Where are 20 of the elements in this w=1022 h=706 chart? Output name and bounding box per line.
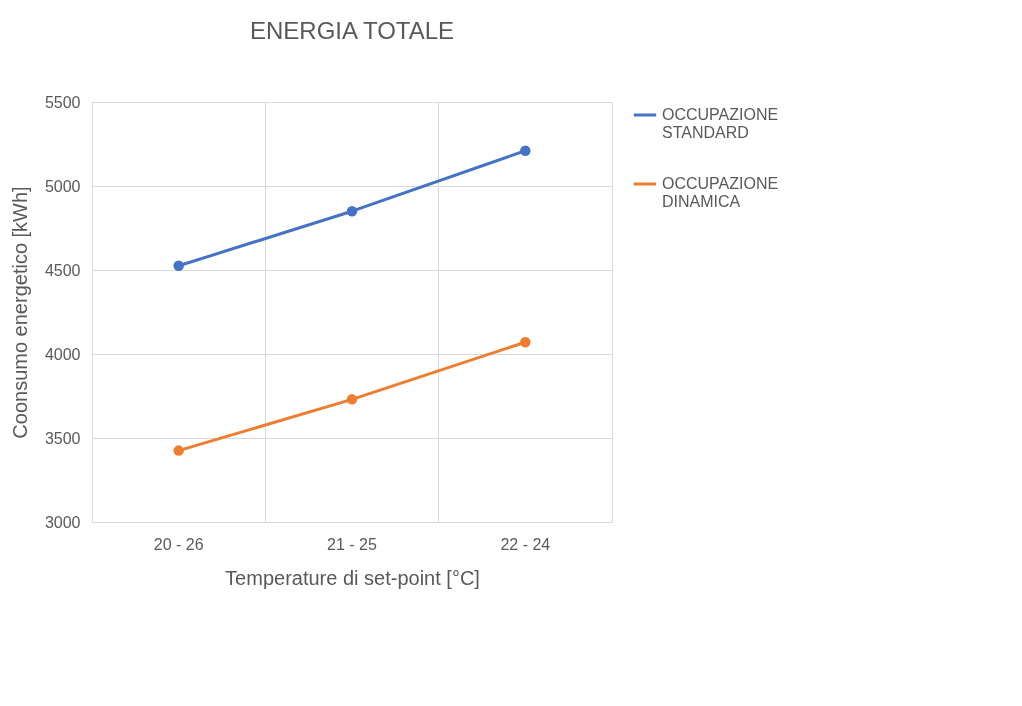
- legend-label: OCCUPAZIONE DINAMICA: [662, 175, 779, 210]
- point: [520, 337, 531, 348]
- y-tick-label: 3500: [44, 429, 81, 447]
- y-tick-label: 5000: [44, 177, 81, 195]
- point: [173, 445, 184, 456]
- point: [346, 394, 358, 405]
- y-tick-label: 4500: [44, 261, 81, 279]
- x-tick-label: 20 - 26: [153, 535, 204, 553]
- y-tick-label: 4000: [44, 345, 81, 363]
- point: [173, 260, 184, 272]
- y-tick-label: 5500: [44, 93, 81, 111]
- y-tick-label: 3000: [44, 513, 81, 531]
- legend-label: OCCUPAZIONE STANDARD: [662, 106, 779, 141]
- chart-title: ENERGIA TOTALE: [249, 17, 455, 44]
- point: [520, 145, 531, 156]
- x-axis-title: Temperature di set-point [°C]: [225, 566, 480, 589]
- point: [346, 205, 358, 217]
- x-tick-label: 21 - 25: [327, 535, 378, 553]
- y-axis-title: Coonsumo energetico [kWh]: [8, 186, 31, 439]
- x-tick-label: 22 - 24: [500, 535, 551, 553]
